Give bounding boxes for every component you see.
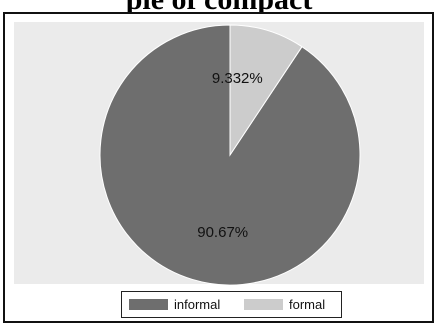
legend: informal formal <box>121 291 342 318</box>
pie-label-informal: 90.67% <box>197 224 248 241</box>
legend-swatch-formal <box>244 299 283 310</box>
legend-label-informal: informal <box>174 297 221 312</box>
pie-label-formal: 9.332% <box>212 70 263 87</box>
legend-item-formal: formal <box>244 292 325 317</box>
legend-swatch-informal <box>129 299 168 310</box>
legend-item-informal: informal <box>129 292 220 317</box>
pie-slice-formal <box>229 24 303 157</box>
legend-label-formal: formal <box>289 297 326 312</box>
